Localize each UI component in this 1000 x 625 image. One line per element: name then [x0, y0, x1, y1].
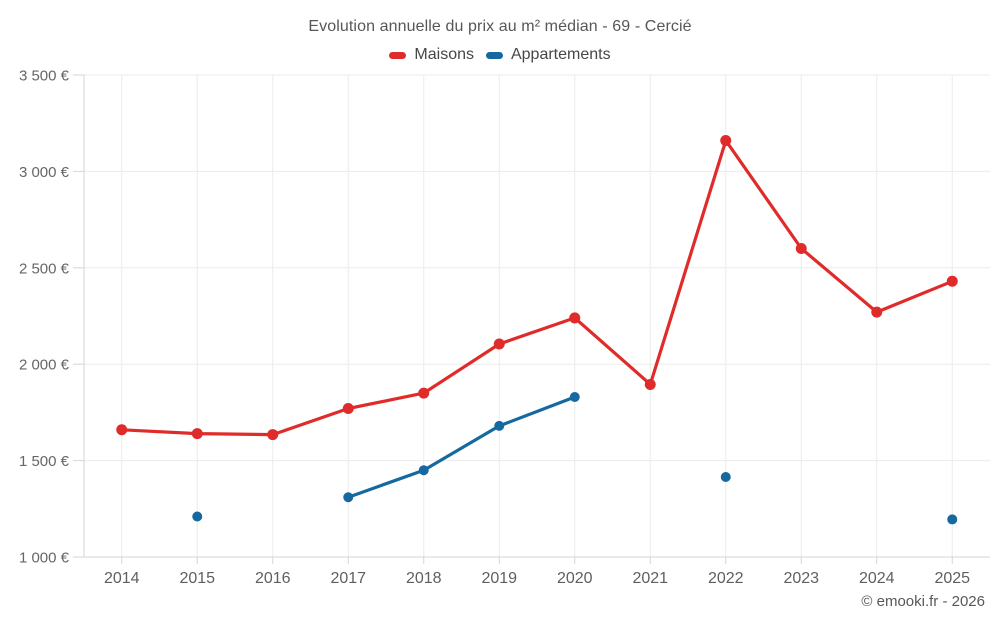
- maisons-line: [120, 139, 954, 437]
- legend-item-appartements[interactable]: Appartements: [485, 46, 611, 64]
- maisons-point-2017: [342, 403, 354, 415]
- appartements-point-2017: [343, 492, 354, 503]
- x-tick-label: 2025: [934, 570, 970, 587]
- x-tick-label: 2018: [406, 570, 442, 587]
- maisons-point-2023: [795, 243, 807, 255]
- y-tick-label: 3 000 €: [19, 164, 70, 181]
- x-tick-label: 2015: [179, 570, 215, 587]
- chart-legend: Maisons Appartements: [0, 46, 1000, 64]
- appartements-swatch-icon: [485, 51, 503, 59]
- x-tick-label: 2019: [481, 570, 517, 587]
- x-tick-label: 2021: [632, 570, 668, 587]
- y-tick-label: 1 500 €: [19, 453, 70, 470]
- x-tick-label: 2016: [255, 570, 291, 587]
- maisons-point-2015: [191, 428, 203, 440]
- x-tick-label: 2017: [330, 570, 366, 587]
- legend-label-maisons: Maisons: [414, 46, 474, 63]
- appartements-point-2018: [418, 465, 429, 476]
- maisons-point-2014: [116, 424, 128, 436]
- maisons-point-2018: [418, 387, 430, 399]
- x-tick-label: 2024: [859, 570, 895, 587]
- maisons-point-2024: [871, 306, 883, 318]
- appartements-point-2015: [192, 511, 203, 522]
- y-tick-label: 2 500 €: [19, 260, 70, 277]
- appartements-point-2019: [494, 420, 505, 431]
- maisons-point-2021: [644, 378, 656, 390]
- appartements-point-2020: [569, 391, 580, 402]
- copyright-watermark: © emooki.fr - 2026: [861, 593, 985, 610]
- x-tick-label: 2020: [557, 570, 593, 587]
- maisons-point-2022: [720, 135, 732, 147]
- x-tick-label: 2023: [783, 570, 819, 587]
- maisons-point-2025: [946, 275, 958, 287]
- appartements-point-2025: [947, 514, 958, 525]
- y-tick-label: 2 000 €: [19, 357, 70, 374]
- maisons-point-2016: [267, 429, 279, 441]
- maisons-swatch-icon: [389, 51, 407, 59]
- legend-item-maisons[interactable]: Maisons: [389, 46, 474, 64]
- y-tick-label: 3 500 €: [19, 68, 70, 85]
- x-tick-label: 2014: [104, 570, 140, 587]
- appartements-point-2022: [720, 471, 731, 482]
- maisons-point-2020: [569, 312, 581, 324]
- maisons-point-2019: [493, 338, 505, 350]
- legend-label-appartements: Appartements: [510, 46, 611, 63]
- chart-title: Evolution annuelle du prix au m² médian …: [308, 18, 692, 35]
- x-tick-label: 2022: [708, 570, 744, 587]
- y-tick-label: 1 000 €: [19, 550, 70, 567]
